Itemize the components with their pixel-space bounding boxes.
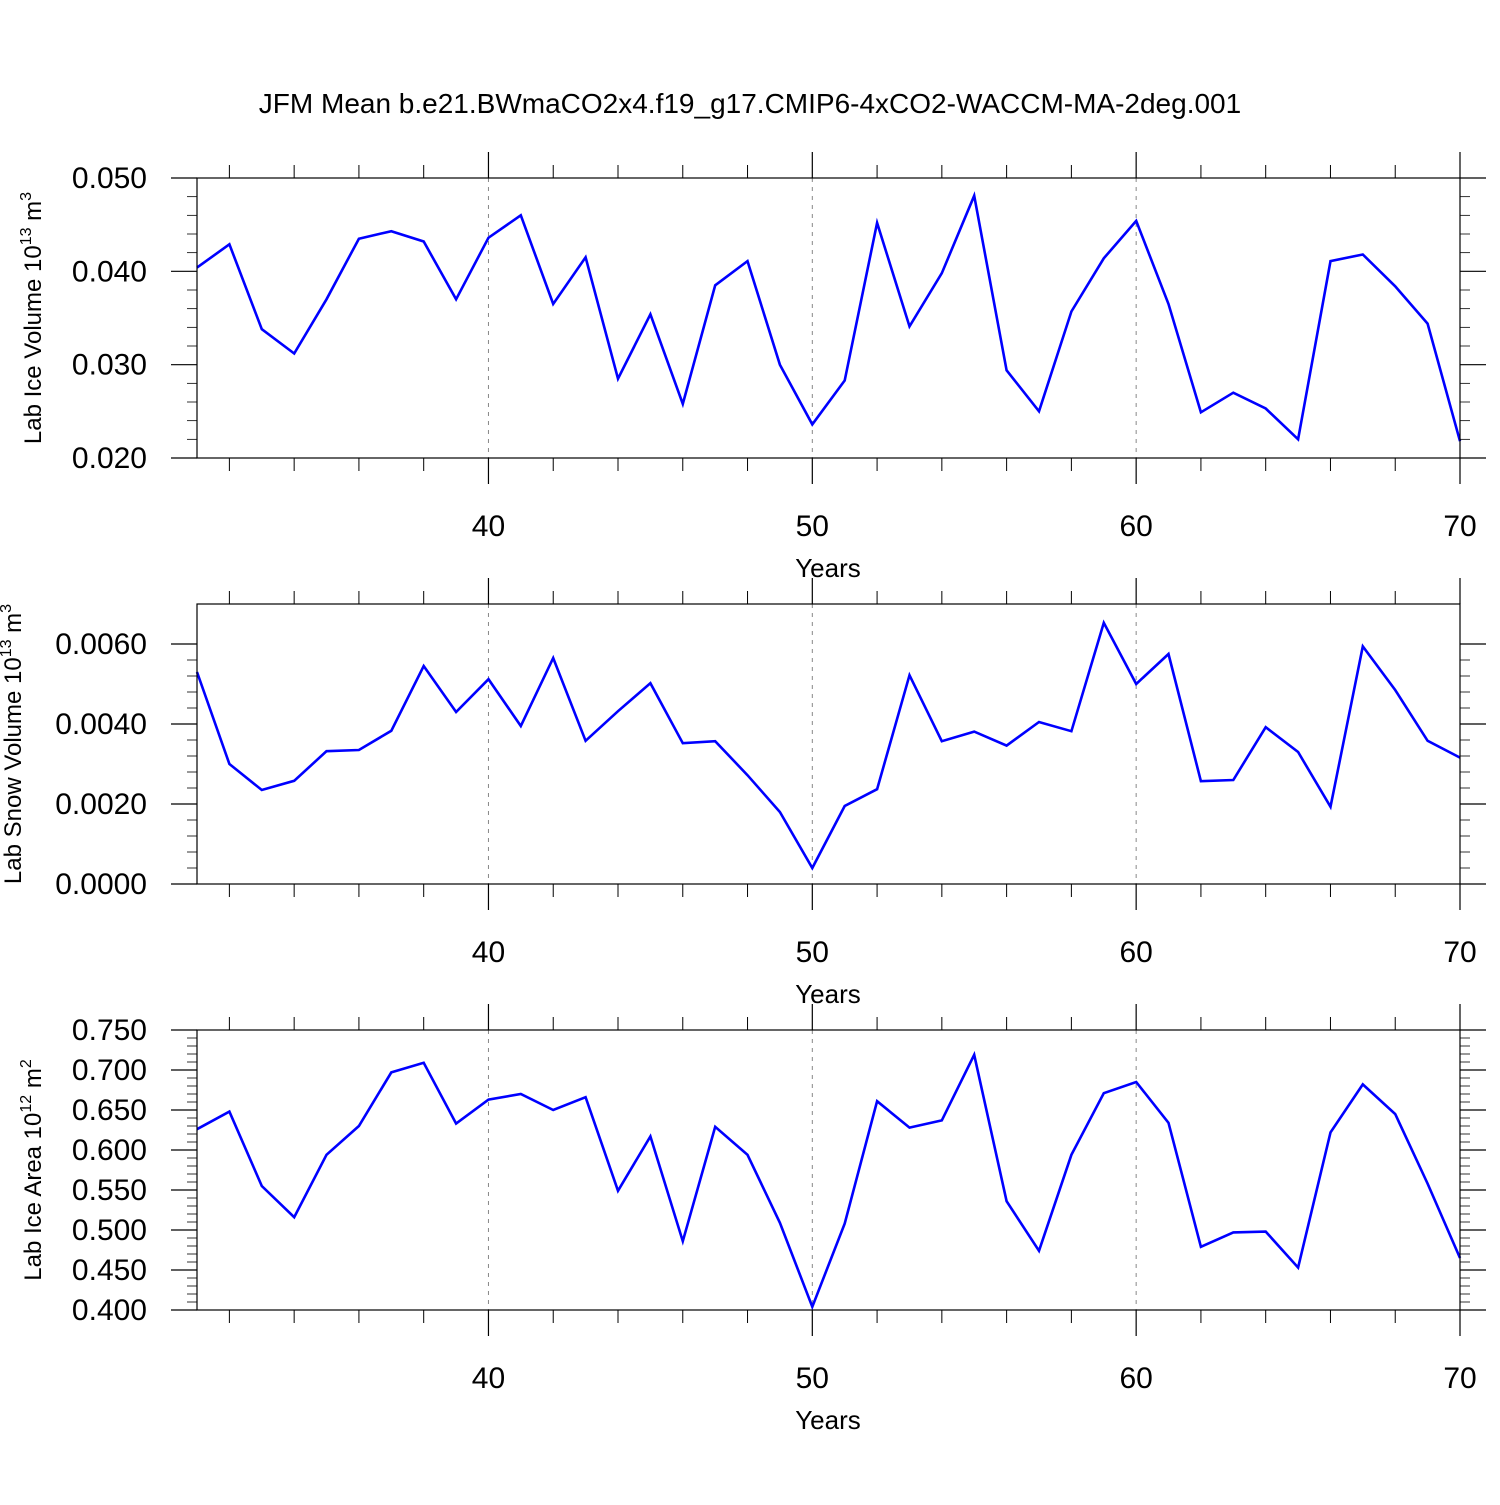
y-axis-label-exponent: 13 bbox=[18, 227, 35, 245]
y-tick-label: 0.500 bbox=[72, 1214, 147, 1247]
y-tick-label: 0.450 bbox=[72, 1254, 147, 1287]
x-tick-label: 50 bbox=[796, 936, 829, 969]
y-axis-label-exponent: 12 bbox=[18, 1095, 35, 1113]
y-tick-label: 0.0060 bbox=[55, 628, 147, 661]
y-tick-label: 0.600 bbox=[72, 1134, 147, 1167]
x-tick-label: 40 bbox=[472, 1362, 505, 1395]
y-tick-label: 0.0000 bbox=[55, 868, 147, 901]
y-tick-label: 0.030 bbox=[72, 349, 147, 382]
x-axis-label: Years bbox=[795, 979, 861, 1009]
x-axis-label: Years bbox=[795, 1405, 861, 1435]
y-axis-label-unit: m bbox=[0, 613, 27, 640]
y-tick-label: 0.0020 bbox=[55, 788, 147, 821]
y-axis-label: Lab Ice Volume 1013 m3 bbox=[18, 192, 47, 444]
y-tick-label: 0.050 bbox=[72, 162, 147, 195]
ice-area-panel: 0.400 0.450 0.500 0.550 0.600 0.650 0.700 0.750… bbox=[18, 1004, 1486, 1435]
x-tick-label: 50 bbox=[796, 1362, 829, 1395]
y-axis-label-unit: m bbox=[20, 201, 47, 228]
y-tick-label: 0.020 bbox=[72, 442, 147, 475]
x-tick-label: 40 bbox=[472, 510, 505, 543]
y-axis-label-text: Lab Ice Volume 10 bbox=[20, 245, 47, 444]
x-tick-label: 40 bbox=[472, 936, 505, 969]
plot-frame bbox=[196, 603, 1461, 885]
ice-volume-series-line bbox=[196, 191, 1462, 442]
y-axis-label-unit-exponent: 3 bbox=[18, 192, 35, 201]
x-tick-label: 60 bbox=[1119, 936, 1152, 969]
y-axis-label-text: Lab Snow Volume 10 bbox=[0, 657, 27, 884]
x-tick-label: 60 bbox=[1119, 1362, 1152, 1395]
ice-area-series-line bbox=[196, 1050, 1462, 1311]
y-tick-label: 0.700 bbox=[72, 1054, 147, 1087]
y-axis-label: Lab Snow Volume 1013 m3 bbox=[0, 604, 27, 884]
y-axis-label-exponent: 13 bbox=[0, 639, 15, 657]
x-tick-label: 70 bbox=[1443, 1362, 1476, 1395]
y-tick-label: 0.0040 bbox=[55, 708, 147, 741]
snow-volume-series-line bbox=[195, 619, 1461, 871]
y-tick-label: 0.400 bbox=[72, 1294, 147, 1327]
y-tick-label: 0.550 bbox=[72, 1174, 147, 1207]
y-tick-label: 0.750 bbox=[72, 1014, 147, 1047]
y-axis-label-unit-exponent: 2 bbox=[18, 1059, 35, 1068]
y-tick-label: 0.040 bbox=[72, 255, 147, 288]
y-axis-label-unit: m bbox=[20, 1068, 47, 1095]
x-tick-label: 50 bbox=[796, 510, 829, 543]
y-tick-label: 0.650 bbox=[72, 1094, 147, 1127]
snow-volume-panel: 0.0000 0.0020 0.0040 0.0060 40 50 60 70 Years Lab… bbox=[0, 578, 1486, 1009]
plot-frame bbox=[196, 177, 1461, 459]
x-tick-label: 60 bbox=[1119, 510, 1152, 543]
y-axis-label-text: Lab Ice Area 10 bbox=[20, 1113, 47, 1281]
x-tick-label: 70 bbox=[1443, 936, 1476, 969]
x-tick-label: 70 bbox=[1443, 510, 1476, 543]
y-axis-label: Lab Ice Area 1012 m2 bbox=[18, 1059, 47, 1281]
ice-volume-panel: 0.020 0.030 0.040 0.050 40 50 60 70 Years Lab Ice… bbox=[18, 152, 1486, 583]
page-title: JFM Mean b.e21.BWmaCO2x4.f19_g17.CMIP6-4… bbox=[258, 88, 1242, 119]
y-axis-label-unit-exponent: 3 bbox=[0, 604, 15, 613]
x-axis-label: Years bbox=[795, 553, 861, 583]
plot-frame bbox=[196, 1029, 1461, 1311]
